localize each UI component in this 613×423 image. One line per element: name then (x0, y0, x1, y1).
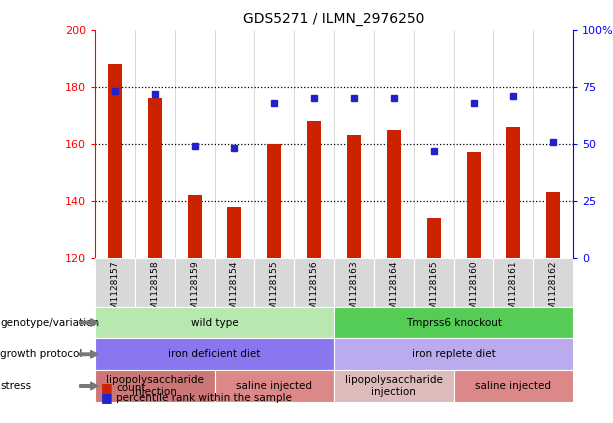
Bar (546, 192, 560, 258)
Text: stress: stress (0, 381, 31, 391)
Text: genotype/variation: genotype/variation (0, 318, 99, 327)
Text: lipopolysaccharide
injection: lipopolysaccharide injection (345, 375, 443, 397)
Text: GSM1128159: GSM1128159 (190, 261, 199, 321)
Text: GSM1128163: GSM1128163 (349, 261, 359, 321)
Bar (307, 121, 321, 258)
Bar (188, 195, 202, 258)
Bar (334, 258, 374, 307)
Bar (108, 64, 122, 258)
Text: GSM1128165: GSM1128165 (429, 261, 438, 321)
Bar (254, 258, 294, 307)
Bar (493, 258, 533, 307)
Text: iron deficient diet: iron deficient diet (169, 349, 261, 359)
Bar (533, 258, 573, 307)
Bar (267, 144, 281, 258)
Bar (227, 206, 242, 258)
Bar (95, 258, 135, 307)
Text: GSM1128158: GSM1128158 (150, 261, 159, 321)
Text: GSM1128160: GSM1128160 (469, 261, 478, 321)
Bar (374, 258, 414, 307)
Bar (506, 127, 520, 258)
Bar (414, 258, 454, 307)
Text: saline injected: saline injected (476, 381, 551, 391)
Text: wild type: wild type (191, 318, 238, 327)
Text: count: count (116, 383, 146, 393)
Bar (427, 218, 441, 258)
Text: GSM1128154: GSM1128154 (230, 261, 239, 321)
Text: growth protocol: growth protocol (0, 349, 82, 359)
Text: ■: ■ (101, 391, 113, 404)
Text: GSM1128164: GSM1128164 (389, 261, 398, 321)
Bar (347, 135, 361, 258)
Text: GSM1128162: GSM1128162 (549, 261, 558, 321)
Text: GSM1128156: GSM1128156 (310, 261, 319, 321)
Text: percentile rank within the sample: percentile rank within the sample (116, 393, 292, 403)
Bar (135, 258, 175, 307)
Bar (215, 258, 254, 307)
Bar (454, 258, 493, 307)
Text: GSM1128157: GSM1128157 (110, 261, 120, 321)
Title: GDS5271 / ILMN_2976250: GDS5271 / ILMN_2976250 (243, 12, 425, 26)
Text: GSM1128161: GSM1128161 (509, 261, 518, 321)
Bar (294, 258, 334, 307)
Text: Tmprss6 knockout: Tmprss6 knockout (406, 318, 501, 327)
Text: iron replete diet: iron replete diet (412, 349, 495, 359)
Bar (148, 98, 162, 258)
Text: lipopolysaccharide
injection: lipopolysaccharide injection (106, 375, 204, 397)
Bar (387, 129, 401, 258)
Text: ■: ■ (101, 382, 113, 394)
Bar (466, 152, 481, 258)
Bar (175, 258, 215, 307)
Text: GSM1128155: GSM1128155 (270, 261, 279, 321)
Text: saline injected: saline injected (237, 381, 312, 391)
